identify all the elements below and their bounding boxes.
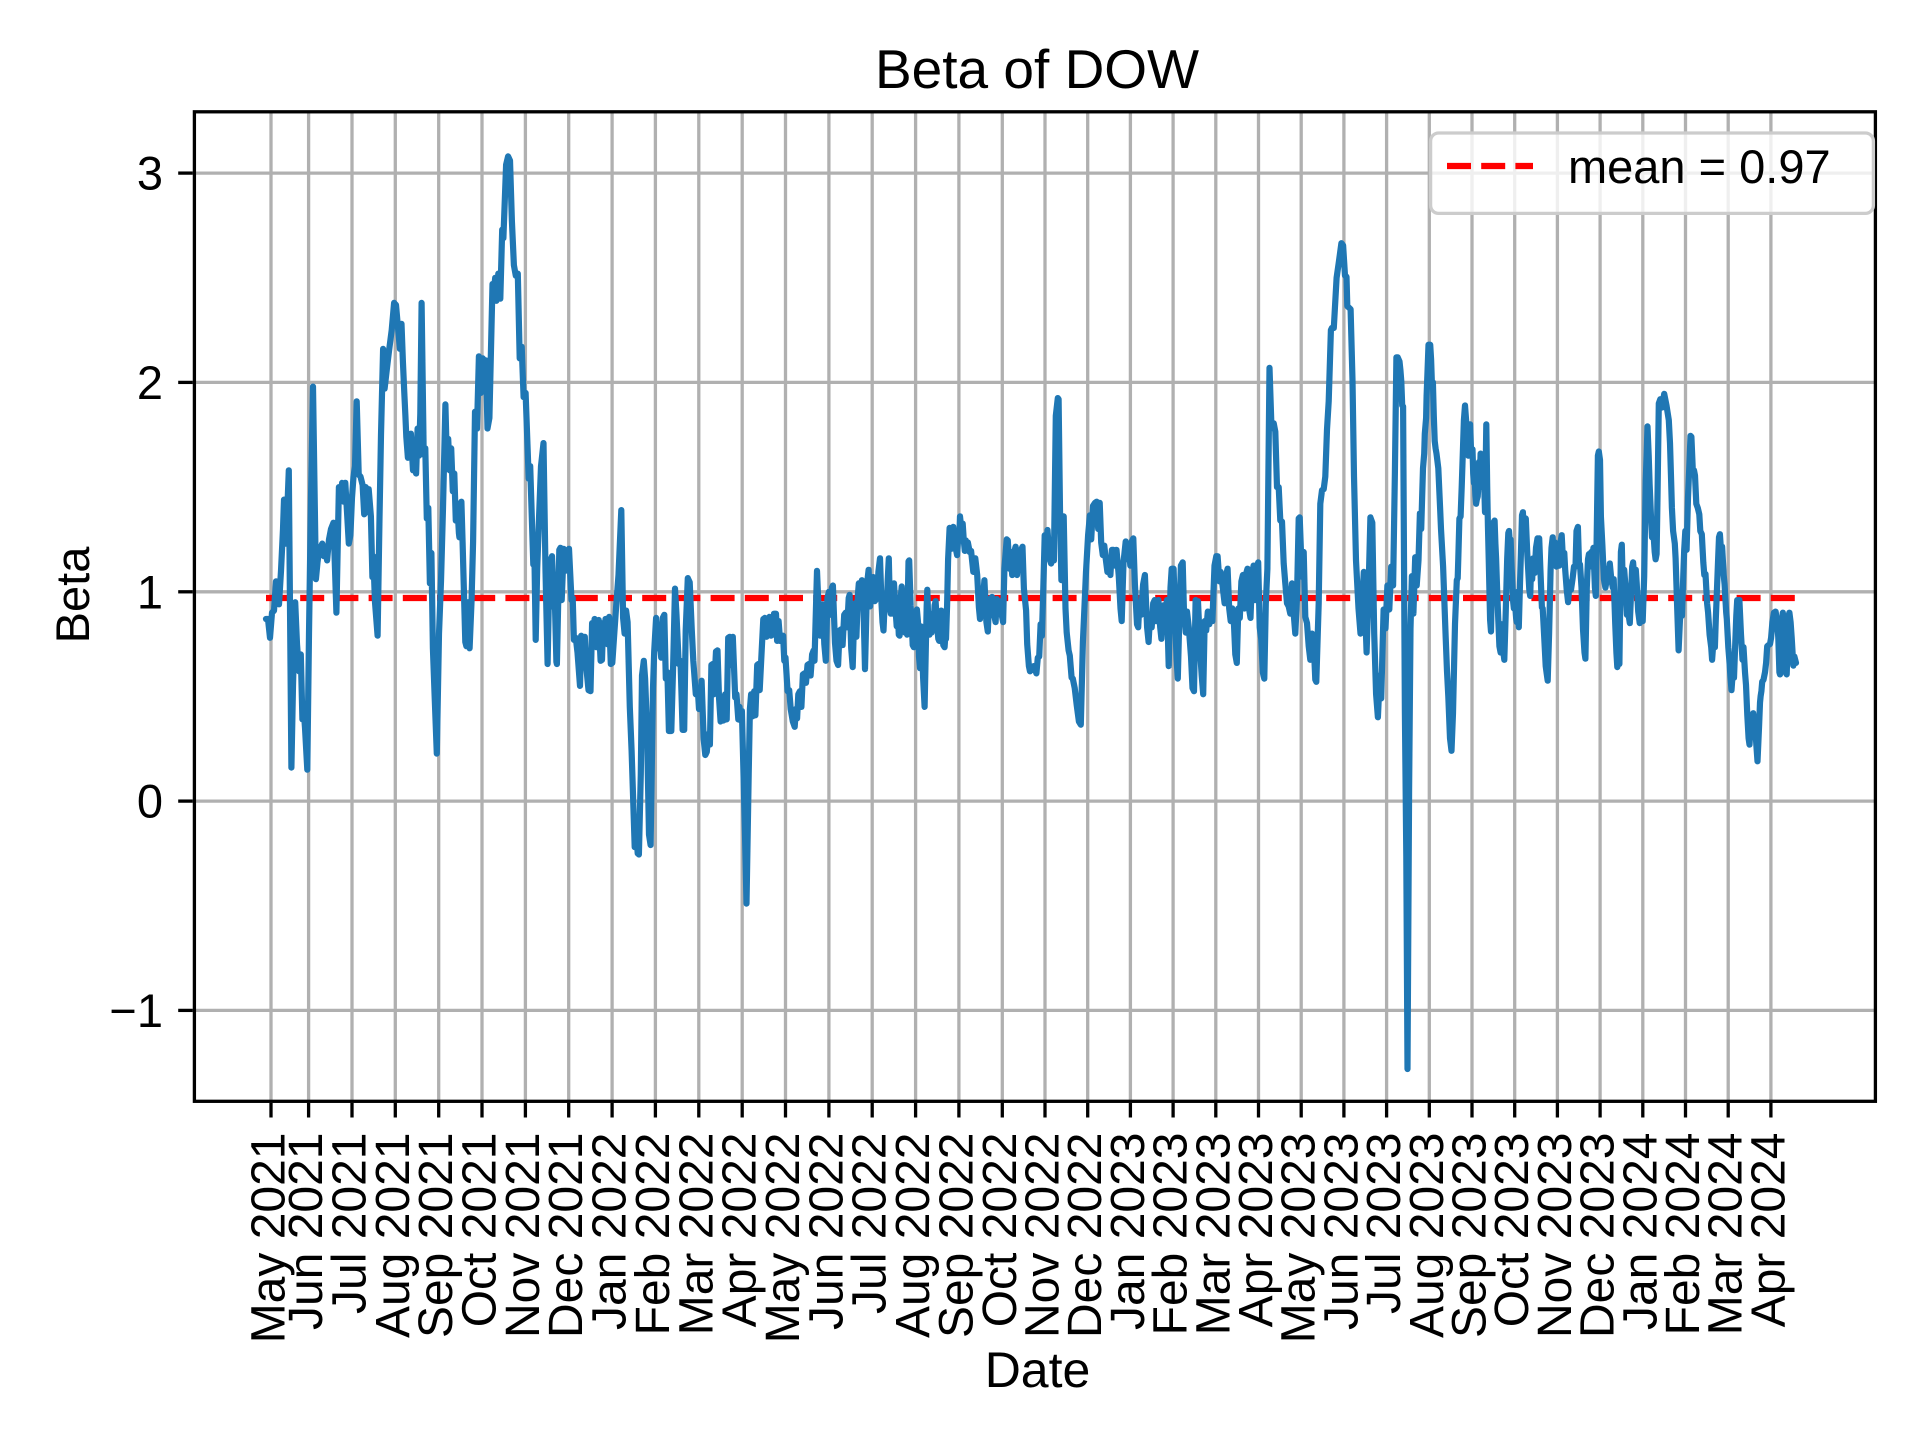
svg-text:Jul 2021: Jul 2021 bbox=[324, 1133, 377, 1314]
svg-text:Apr 2024: Apr 2024 bbox=[1742, 1133, 1795, 1328]
svg-text:Feb 2024: Feb 2024 bbox=[1657, 1133, 1710, 1336]
svg-text:Jun 2021: Jun 2021 bbox=[280, 1133, 333, 1331]
svg-text:Nov 2023: Nov 2023 bbox=[1529, 1133, 1582, 1338]
svg-text:Apr 2022: Apr 2022 bbox=[714, 1133, 767, 1328]
svg-text:Feb 2023: Feb 2023 bbox=[1145, 1133, 1198, 1336]
svg-text:Sep 2023: Sep 2023 bbox=[1444, 1133, 1497, 1339]
svg-text:3: 3 bbox=[137, 147, 163, 200]
svg-text:Dec 2022: Dec 2022 bbox=[1059, 1133, 1112, 1338]
svg-text:Jul 2023: Jul 2023 bbox=[1358, 1133, 1411, 1314]
svg-text:Jun 2022: Jun 2022 bbox=[800, 1133, 853, 1331]
svg-text:Beta of DOW: Beta of DOW bbox=[875, 38, 1199, 100]
svg-text:Aug 2022: Aug 2022 bbox=[887, 1133, 940, 1339]
svg-text:mean = 0.97: mean = 0.97 bbox=[1568, 140, 1831, 193]
svg-text:Jun 2023: Jun 2023 bbox=[1315, 1133, 1368, 1331]
svg-text:2: 2 bbox=[137, 356, 163, 409]
svg-text:Aug 2021: Aug 2021 bbox=[367, 1133, 420, 1339]
svg-text:May 2021: May 2021 bbox=[243, 1133, 296, 1344]
svg-text:May 2022: May 2022 bbox=[757, 1133, 810, 1344]
svg-text:Sep 2022: Sep 2022 bbox=[930, 1133, 983, 1339]
svg-text:Beta: Beta bbox=[46, 546, 99, 644]
svg-text:Dec 2023: Dec 2023 bbox=[1572, 1133, 1625, 1338]
svg-text:Jan 2022: Jan 2022 bbox=[584, 1133, 637, 1331]
svg-text:Oct 2023: Oct 2023 bbox=[1486, 1133, 1539, 1328]
svg-text:Aug 2023: Aug 2023 bbox=[1401, 1133, 1454, 1339]
svg-text:−1: −1 bbox=[109, 984, 163, 1037]
svg-text:Jan 2023: Jan 2023 bbox=[1102, 1133, 1155, 1331]
svg-text:Jul 2022: Jul 2022 bbox=[844, 1133, 897, 1314]
svg-text:Sep 2021: Sep 2021 bbox=[410, 1133, 463, 1339]
svg-text:Mar 2022: Mar 2022 bbox=[670, 1133, 723, 1336]
svg-text:Jan 2024: Jan 2024 bbox=[1614, 1133, 1667, 1331]
svg-text:1: 1 bbox=[137, 565, 163, 618]
svg-text:Nov 2022: Nov 2022 bbox=[1017, 1133, 1070, 1338]
svg-text:Apr 2023: Apr 2023 bbox=[1230, 1133, 1283, 1328]
svg-text:Dec 2021: Dec 2021 bbox=[540, 1133, 593, 1338]
svg-text:Oct 2022: Oct 2022 bbox=[974, 1133, 1027, 1328]
svg-text:May 2023: May 2023 bbox=[1273, 1133, 1326, 1344]
svg-text:Date: Date bbox=[985, 1342, 1091, 1398]
svg-text:Nov 2021: Nov 2021 bbox=[497, 1133, 550, 1338]
svg-text:0: 0 bbox=[137, 775, 163, 828]
svg-text:Feb 2022: Feb 2022 bbox=[627, 1133, 680, 1336]
svg-text:Oct 2021: Oct 2021 bbox=[454, 1133, 507, 1328]
svg-text:Mar 2023: Mar 2023 bbox=[1187, 1133, 1240, 1336]
svg-text:Mar 2024: Mar 2024 bbox=[1700, 1133, 1753, 1336]
